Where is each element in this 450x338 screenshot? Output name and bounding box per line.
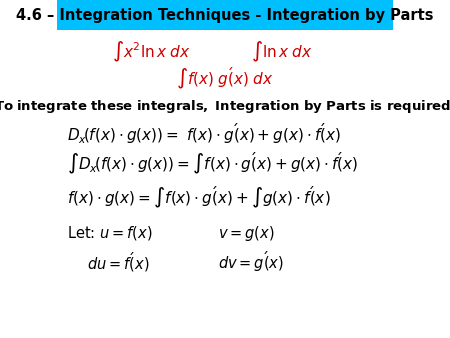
Text: 4.6 – Integration Techniques - Integration by Parts: 4.6 – Integration Techniques - Integrati… xyxy=(16,8,434,23)
Text: $dv = g\'(x)$: $dv = g\'(x)$ xyxy=(218,249,284,274)
Text: $\bf{To\ integrate\ these\ integrals,\ Integration\ by\ Parts\ is\ required.}$: $\bf{To\ integrate\ these\ integrals,\ I… xyxy=(0,98,450,115)
Text: $D_x\!\left(f(x) \cdot g(x)\right) = \ f(x) \cdot g\'(x) + g(x) \cdot f\'(x)$: $D_x\!\left(f(x) \cdot g(x)\right) = \ f… xyxy=(67,121,341,146)
Text: $\int f(x)\; g\'(x)\; dx$: $\int f(x)\; g\'(x)\; dx$ xyxy=(176,67,274,92)
Text: $\int x^2 \ln x \; dx$: $\int x^2 \ln x \; dx$ xyxy=(112,40,190,65)
FancyBboxPatch shape xyxy=(57,0,393,30)
Text: $\int \ln x \; dx$: $\int \ln x \; dx$ xyxy=(252,40,313,65)
Text: Let: $u = f(x)$: Let: $u = f(x)$ xyxy=(67,224,152,242)
Text: $\int D_x\!\left(f(x) \cdot g(x)\right) = \int f(x) \cdot g\'(x) + g(x) \cdot f\: $\int D_x\!\left(f(x) \cdot g(x)\right) … xyxy=(67,151,358,177)
Text: $v = g(x)$: $v = g(x)$ xyxy=(218,224,275,243)
Text: $f(x) \cdot g(x) = \int f(x) \cdot g\'(x) + \int g(x) \cdot f\'(x)$: $f(x) \cdot g(x) = \int f(x) \cdot g\'(x… xyxy=(67,185,330,211)
Text: $du = f\'(x)$: $du = f\'(x)$ xyxy=(87,250,149,274)
